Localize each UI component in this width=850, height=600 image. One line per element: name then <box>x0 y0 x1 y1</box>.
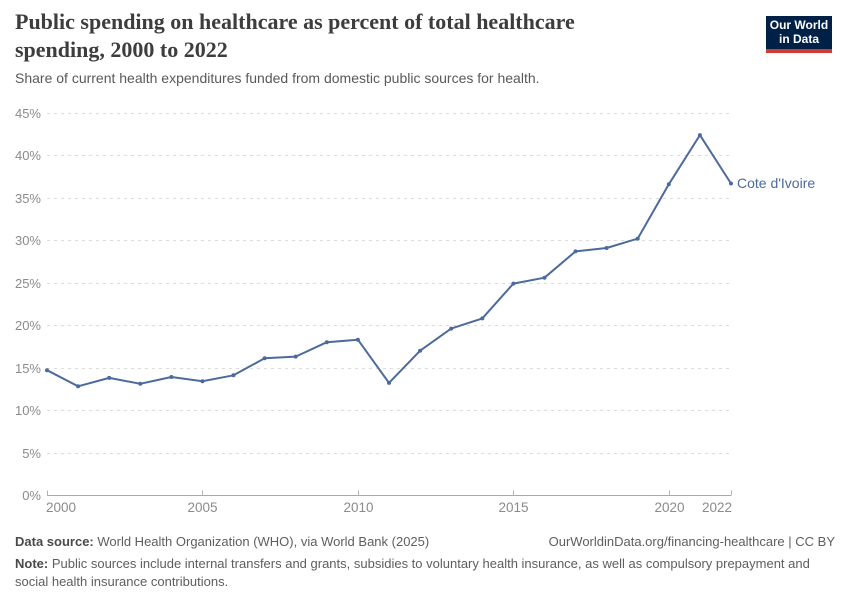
y-axis-tick-label: 25% <box>15 276 41 291</box>
y-axis-tick-label: 20% <box>15 318 41 333</box>
data-source-label: Data source: <box>15 534 94 549</box>
x-axis-tick-label: 2015 <box>498 500 528 515</box>
data-point <box>542 275 547 280</box>
y-axis-tick-label: 0% <box>22 488 41 503</box>
owid-logo: Our World in Data <box>766 16 832 53</box>
owid-logo-line2: in Data <box>778 32 819 46</box>
y-axis-tick-label: 40% <box>15 148 41 163</box>
note-text: Public sources include internal transfer… <box>15 556 810 589</box>
data-source-text: World Health Organization (WHO), via Wor… <box>93 534 430 549</box>
data-point <box>573 249 578 254</box>
data-point <box>324 340 329 345</box>
data-point <box>666 182 671 187</box>
y-axis-tick-label: 15% <box>15 361 41 376</box>
x-axis-tick-label: 2020 <box>654 500 684 515</box>
y-axis-tick-label: 30% <box>15 233 41 248</box>
data-point <box>355 337 360 342</box>
chart-footer: Data source: World Health Organization (… <box>15 533 835 591</box>
data-point <box>231 373 236 378</box>
y-axis-tick-label: 45% <box>15 106 41 121</box>
data-point <box>387 380 391 385</box>
data-point <box>729 181 733 186</box>
data-point <box>418 348 423 353</box>
data-point <box>480 316 485 321</box>
data-point <box>169 375 174 379</box>
y-axis-tick-label: 5% <box>22 446 41 461</box>
data-point <box>200 379 205 384</box>
data-point <box>511 281 516 286</box>
series-label: Cote d'Ivoire <box>737 175 815 191</box>
data-point <box>697 133 702 138</box>
x-axis-tick-label: 2000 <box>46 500 76 515</box>
note-label: Note: <box>15 556 49 571</box>
page-title: Public spending on healthcare as percent… <box>15 9 575 62</box>
data-point <box>262 356 267 361</box>
x-axis-tick-label: 2022 <box>702 500 732 515</box>
data-point <box>107 375 112 380</box>
y-axis-tick-label: 35% <box>15 191 41 206</box>
x-axis-tick-label: 2010 <box>343 500 373 515</box>
data-point <box>604 246 609 250</box>
y-axis-tick-label: 10% <box>15 403 41 418</box>
data-point <box>138 381 143 386</box>
attribution-link[interactable]: OurWorldinData.org/financing-healthcare … <box>548 534 835 549</box>
x-axis-tick-label: 2005 <box>187 500 217 515</box>
data-source: Data source: World Health Organization (… <box>15 533 429 551</box>
data-point <box>293 354 298 359</box>
data-line <box>46 134 732 388</box>
data-point <box>45 368 49 373</box>
chart-note: Note: Public sources include internal tr… <box>15 555 815 591</box>
data-point <box>449 326 454 331</box>
chart-subtitle: Share of current health expenditures fun… <box>15 70 540 86</box>
data-point <box>76 384 81 389</box>
owid-logo-line1: Our World <box>769 18 829 32</box>
data-point <box>635 236 640 241</box>
